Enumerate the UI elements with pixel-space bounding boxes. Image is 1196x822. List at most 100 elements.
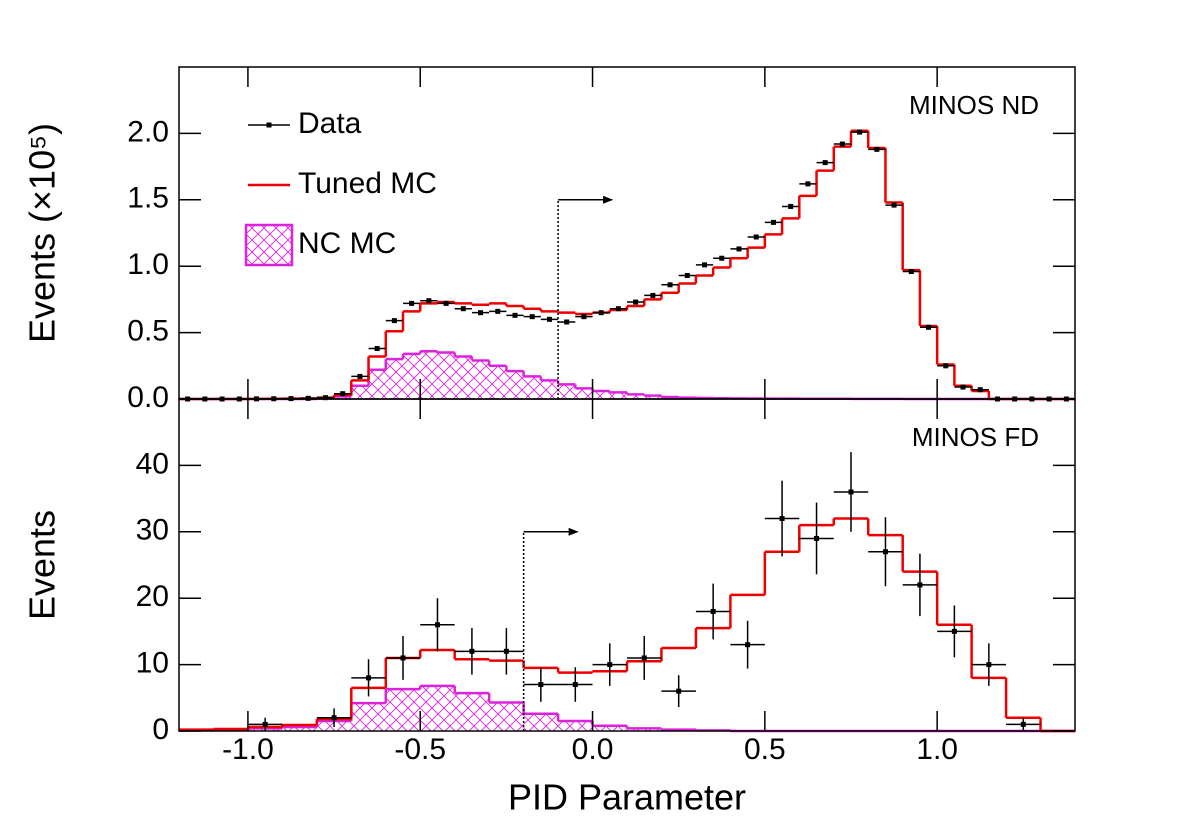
data-point	[581, 314, 587, 320]
y-axis-title: Events (×10⁵)	[22, 123, 63, 343]
nc-bar	[523, 376, 541, 399]
data-point	[676, 688, 682, 694]
data-point	[434, 622, 440, 628]
y-tick-label: 10	[136, 647, 169, 680]
data-point	[788, 203, 794, 209]
y-tick-label: 40	[136, 447, 169, 480]
y-tick-label: 20	[136, 580, 169, 613]
data-point	[667, 282, 673, 288]
nc-bar	[489, 365, 507, 399]
nc-bar	[334, 396, 352, 399]
data-point	[710, 608, 716, 614]
panel: 0.0 0.5 1.0 1.5 2.0 MINOS ND Events (×10⁵) Data…	[22, 66, 1076, 414]
nc-bar	[351, 703, 386, 731]
data-point	[943, 363, 949, 369]
data-point	[572, 682, 578, 688]
legend-label: Tuned MC	[298, 167, 437, 200]
data-point	[426, 298, 432, 304]
data-point	[779, 516, 785, 522]
data-point	[366, 675, 372, 681]
nc-bar	[471, 360, 490, 399]
nc-bar	[420, 685, 455, 731]
data-point	[908, 269, 914, 275]
data-point	[512, 312, 518, 318]
nc-bar	[506, 371, 524, 399]
data-point	[719, 255, 725, 261]
nc-bar	[592, 725, 627, 731]
panel-annotation: MINOS ND	[909, 90, 1039, 120]
y-tick-label: 0.0	[127, 381, 169, 414]
nc-bar	[644, 395, 662, 399]
data-point	[391, 318, 397, 324]
legend-swatch	[244, 223, 294, 267]
data-point	[745, 642, 751, 648]
x-tick-label: 0.5	[744, 733, 786, 766]
data-point	[469, 648, 475, 654]
data-point	[615, 306, 621, 312]
data-point	[814, 535, 820, 541]
nc-bar	[523, 713, 559, 731]
x-axis-title: PID Parameter	[508, 777, 746, 818]
nc-bar	[420, 351, 438, 399]
legend-swatch-marker	[266, 122, 272, 128]
legend-label: Data	[298, 107, 362, 140]
data-point	[874, 146, 880, 152]
panel-annotation: MINOS FD	[912, 422, 1039, 452]
nc-bar	[540, 380, 559, 399]
data-point	[340, 391, 346, 397]
x-tick-label: -1.0	[222, 733, 274, 766]
nc-bar	[282, 727, 317, 731]
nc-bar	[454, 356, 472, 399]
nc-bar	[609, 392, 627, 399]
data-point	[857, 129, 863, 135]
panel: 0 10 20 30 40 -1.0 -0.5 0.0 0.5 1.0 MINOS FD Events…	[22, 398, 1076, 818]
data-point	[960, 384, 966, 390]
data-point	[822, 160, 828, 166]
legend-item: Data	[248, 107, 362, 140]
data-point	[607, 662, 613, 668]
y-axis-title: Events	[22, 510, 63, 620]
data-point	[262, 721, 268, 727]
data-point	[977, 387, 983, 393]
nc-bar	[558, 721, 593, 731]
nc-bar	[385, 359, 403, 399]
legend-label: NC MC	[298, 227, 396, 260]
y-tick-label: 2.0	[127, 115, 169, 148]
y-tick-label: 30	[136, 514, 169, 547]
data-point	[1020, 721, 1026, 727]
data-point	[650, 292, 656, 298]
data-point	[503, 648, 509, 654]
data-point	[495, 308, 501, 314]
data-point	[443, 300, 449, 306]
nc-bar	[558, 384, 576, 399]
data-point	[529, 314, 535, 320]
nc-bar	[351, 385, 369, 399]
data-point	[400, 655, 406, 661]
data-point	[951, 628, 957, 634]
data-point	[331, 715, 337, 721]
data-point	[357, 373, 363, 379]
nc-bar	[368, 369, 386, 399]
x-tick-label: 0.0	[572, 733, 614, 766]
data-point	[848, 489, 854, 495]
data-point	[917, 582, 923, 588]
x-tick-label: 1.0	[916, 733, 958, 766]
data-point	[926, 324, 932, 330]
data-point	[839, 141, 845, 147]
legend-item: NC MC	[244, 223, 396, 267]
data-point	[986, 662, 992, 668]
data-point	[641, 655, 647, 661]
data-point	[770, 219, 776, 225]
data-point	[684, 272, 690, 278]
nc-bar	[437, 352, 455, 399]
nc-bar	[403, 353, 421, 399]
data-point	[633, 299, 639, 305]
data-point	[564, 319, 570, 325]
y-tick-label: 1.0	[127, 248, 169, 281]
data-point	[546, 316, 552, 322]
nc-bar	[489, 702, 524, 731]
x-tick-label: -0.5	[394, 733, 446, 766]
data-point	[409, 300, 415, 306]
legend-item: Tuned MC	[248, 167, 437, 200]
